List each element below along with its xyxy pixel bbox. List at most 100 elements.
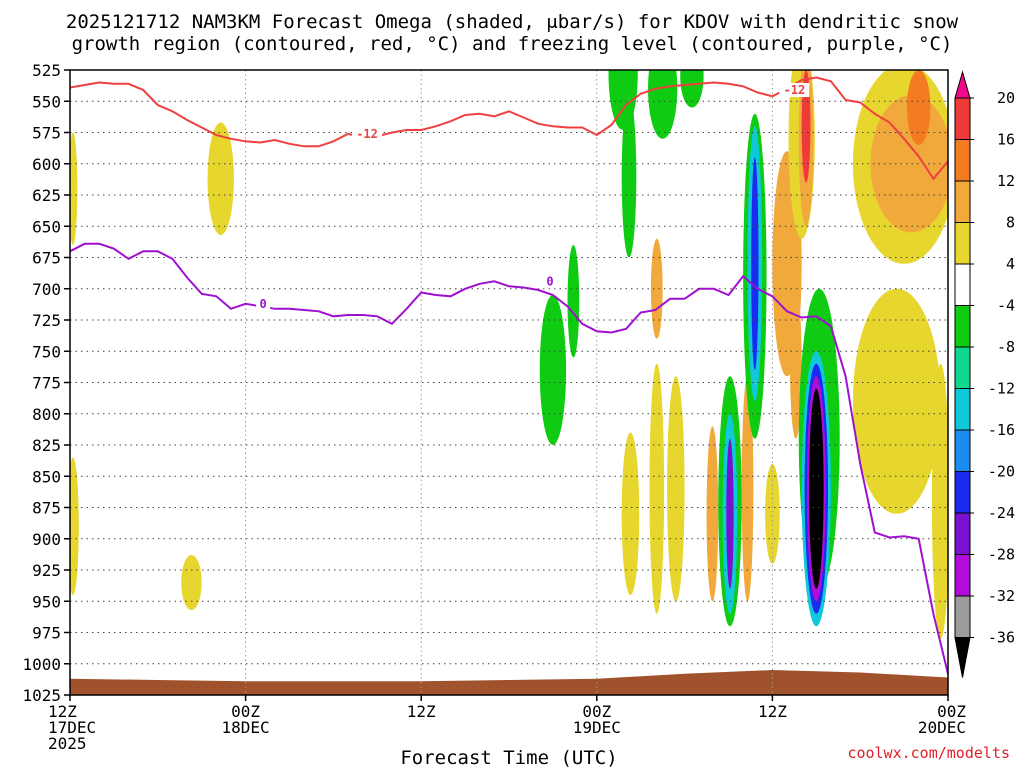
colorbar-label--24: -24 xyxy=(988,504,1015,522)
surface-pressure-layer xyxy=(70,670,948,695)
colorbar-label--12: -12 xyxy=(988,380,1015,398)
omega-region-26 xyxy=(801,70,811,183)
y-tick-label-1025: 1025 xyxy=(22,686,61,705)
colorbar-bottom-triangle xyxy=(954,637,971,678)
omega-region-0 xyxy=(70,132,78,245)
y-tick-label-725: 725 xyxy=(32,311,61,330)
x-tick-label-0-3: 2025 xyxy=(48,734,87,753)
colorbar-label--4: -4 xyxy=(997,297,1015,315)
colorbar-bin-m32_m28 xyxy=(954,554,971,597)
colorbar-bin-m4_4 xyxy=(954,263,971,306)
y-tick-label-575: 575 xyxy=(32,124,61,143)
omega-region-6 xyxy=(539,295,567,445)
freezing_level_0C-label-0: 0 xyxy=(260,297,267,311)
chart-title-line2: growth region (contoured, red, °C) and f… xyxy=(72,33,953,55)
x-tick-label-48-1: 12Z xyxy=(758,702,787,721)
y-tick-label-875: 875 xyxy=(32,499,61,518)
y-tick-label-650: 650 xyxy=(32,217,61,236)
y-tick-label-625: 625 xyxy=(32,186,61,205)
omega-region-15 xyxy=(741,376,754,602)
omega-region-27 xyxy=(789,288,802,439)
y-tick-label-800: 800 xyxy=(32,405,61,424)
omega-region-16 xyxy=(765,463,780,564)
y-tick-label-775: 775 xyxy=(32,374,61,393)
omega-region-14 xyxy=(706,426,719,602)
x-tick-label-60-1: 00Z xyxy=(937,702,966,721)
x-tick-label-24-1: 12Z xyxy=(407,702,436,721)
y-tick-label-900: 900 xyxy=(32,530,61,549)
colorbar-bin-m20_m16 xyxy=(954,429,971,472)
x-tick-label-12-1: 00Z xyxy=(231,702,260,721)
colorbar-label--8: -8 xyxy=(997,338,1015,356)
x-tick-label-12-2: 18DEC xyxy=(222,718,270,737)
y-tick-label-525: 525 xyxy=(32,61,61,80)
freezing_level_0C-label-bg-1 xyxy=(542,274,557,289)
colorbar-label--36: -36 xyxy=(988,629,1015,647)
colorbar-bin-m36_m32 xyxy=(954,595,971,638)
y-tick-label-975: 975 xyxy=(32,624,61,643)
omega-region-35 xyxy=(907,70,931,145)
omega-region-12 xyxy=(650,238,663,339)
colorbar-label-16: 16 xyxy=(997,131,1015,149)
chart-title-line1: 2025121712 NAM3KM Forecast Omega (shaded… xyxy=(66,11,959,33)
colorbar-label--28: -28 xyxy=(988,546,1015,564)
omega-region-1 xyxy=(70,457,79,595)
x-tick-label-0-2: 17DEC xyxy=(48,718,96,737)
grid-lines xyxy=(70,70,948,695)
omega-region-11 xyxy=(649,363,665,614)
colorbar-label--20: -20 xyxy=(988,463,1015,481)
y-tick-label-825: 825 xyxy=(32,436,61,455)
colorbar-label-20: 20 xyxy=(997,89,1015,107)
omega-region-20 xyxy=(726,438,734,589)
colorbar-label--16: -16 xyxy=(988,421,1015,439)
y-tick-label-950: 950 xyxy=(32,592,61,611)
colorbar-bin-8_12 xyxy=(954,180,971,223)
x-tick-label-36-1: 00Z xyxy=(582,702,611,721)
colorbar-label--32: -32 xyxy=(988,587,1015,605)
y-tick-label-550: 550 xyxy=(32,92,61,111)
colorbar-bin-16_20 xyxy=(954,97,971,140)
colorbar-bin-12_16 xyxy=(954,139,971,182)
x-tick-label-60-2: 20DEC xyxy=(918,718,966,737)
y-tick-label-750: 750 xyxy=(32,342,61,361)
colorbar-bin-m12_m8 xyxy=(954,346,971,389)
omega-region-3 xyxy=(181,555,202,610)
omega-region-5 xyxy=(621,95,637,258)
y-tick-label-925: 925 xyxy=(32,561,61,580)
y-tick-label-700: 700 xyxy=(32,280,61,299)
omega-region-37 xyxy=(931,363,948,639)
x-tick-label-0-1: 12Z xyxy=(48,702,77,721)
colorbar: 20 16 12 8 4 -4 -8 -12 -16 -20 -24 -28 -32 -36 xyxy=(954,70,1015,678)
omega-region-10 xyxy=(621,432,640,595)
colorbar-label-4: 4 xyxy=(1006,255,1015,273)
omega-region-7 xyxy=(567,245,580,358)
colorbar-top-triangle xyxy=(954,70,971,99)
omega-region-23 xyxy=(751,157,759,370)
y-tick-label-850: 850 xyxy=(32,467,61,486)
freezing_level_0C-label-bg-0 xyxy=(256,296,271,311)
y-tick-label-600: 600 xyxy=(32,155,61,174)
dgz_top_-12C-line xyxy=(70,76,948,181)
omega-region-13 xyxy=(667,376,685,602)
omega-region-34 xyxy=(870,95,948,233)
colorbar-bin-m8_m4 xyxy=(954,305,971,348)
omega-region-9 xyxy=(680,70,704,108)
dgz_top_-12C-label-bg-1 xyxy=(779,83,810,97)
colorbar-label-8: 8 xyxy=(1006,214,1015,232)
credit-text: coolwx.com/modelts xyxy=(847,744,1010,762)
colorbar-bin-m16_m12 xyxy=(954,388,971,431)
omega-region-2 xyxy=(207,122,234,235)
colorbar-label-12: 12 xyxy=(997,172,1015,190)
colorbar-bin-m28_m24 xyxy=(954,512,971,555)
dgz_top_-12C-label-1: -12 xyxy=(784,83,806,97)
dgz_top_-12C-label-bg-0 xyxy=(352,126,383,141)
freezing_level_0C-label-1: 0 xyxy=(546,274,553,288)
freezing_level_0C-line xyxy=(70,242,948,675)
colorbar-bin-m24_m20 xyxy=(954,471,971,514)
dgz_top_-12C-label-0: -12 xyxy=(356,127,378,141)
omega-region-32 xyxy=(808,388,824,589)
y-axis-ticks: 525 550 575 600 625 650 675 700 725 750 775 800 825 8… xyxy=(22,61,70,705)
omega-region-36 xyxy=(852,288,941,514)
contour-lines: -12 -12 0 0 xyxy=(70,76,948,675)
x-tick-label-36-2: 19DEC xyxy=(573,718,621,737)
